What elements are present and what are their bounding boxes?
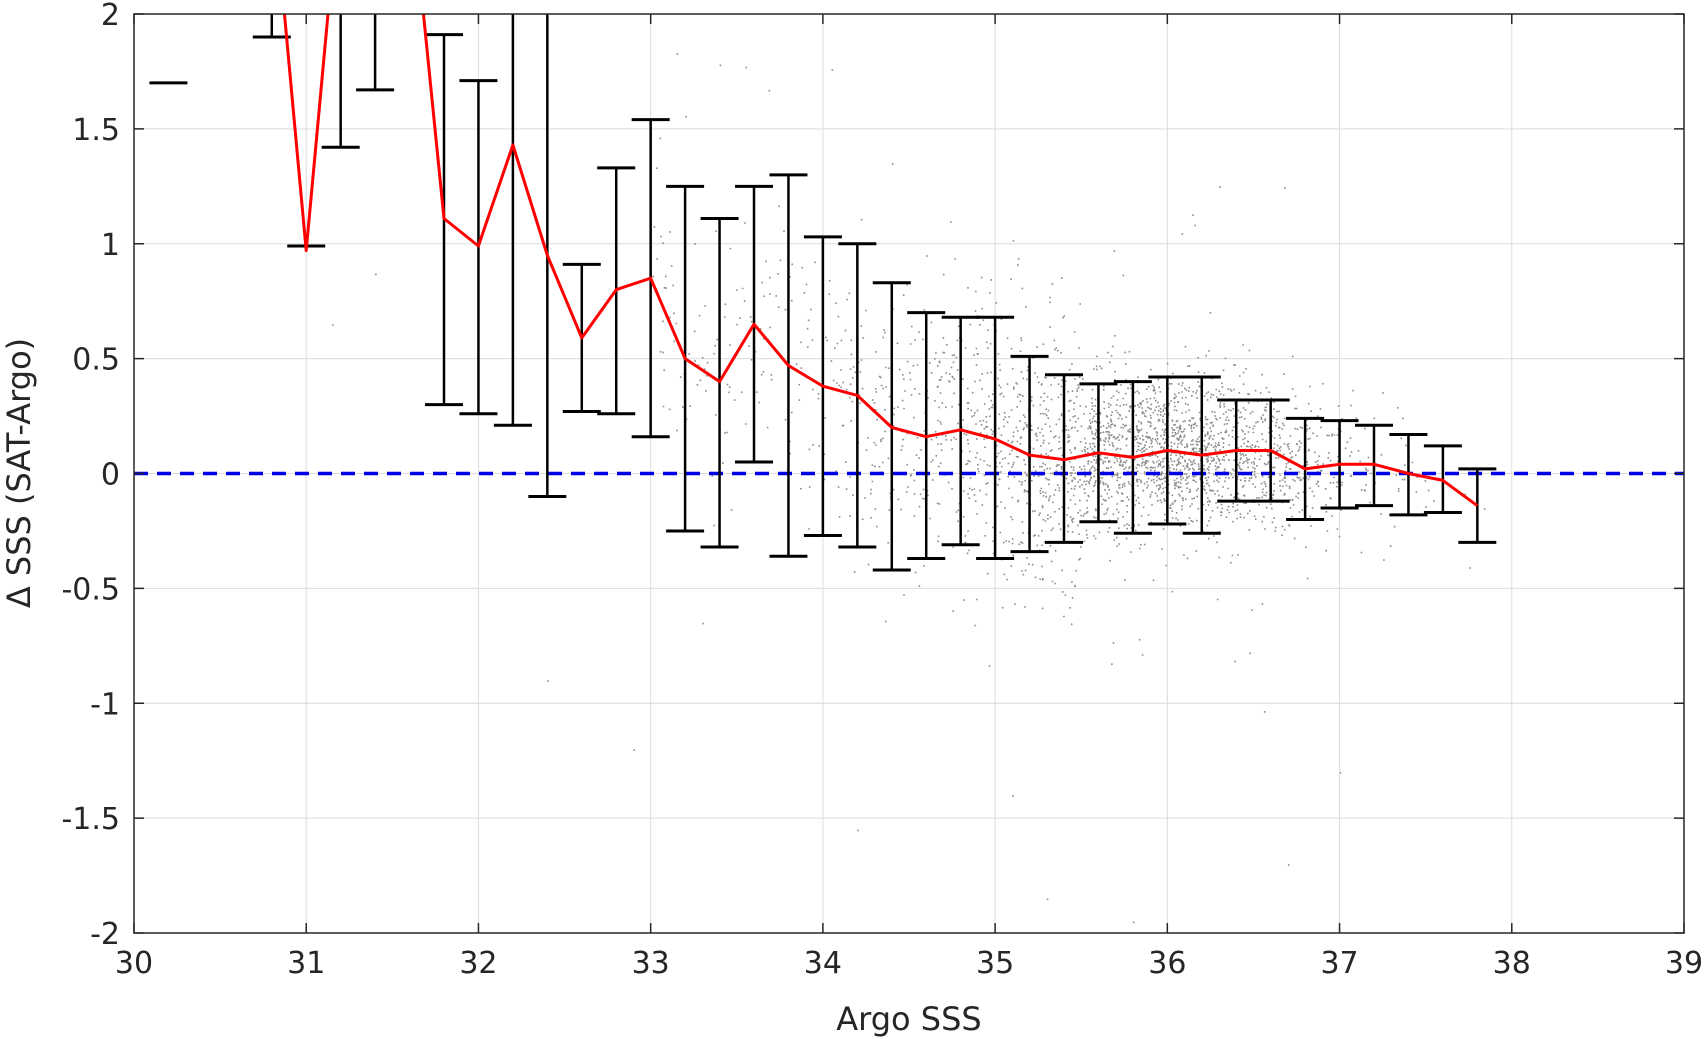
x-tick-label: 34 (804, 946, 842, 981)
x-tick-label: 33 (632, 946, 670, 981)
y-axis-label: Δ SSS (SAT-Argo) (0, 338, 38, 608)
y-tick-label: -2 (90, 917, 120, 952)
x-tick-label: 39 (1665, 946, 1703, 981)
error-bar (252, 14, 291, 39)
x-tick-label: 38 (1493, 946, 1531, 981)
mean-line (282, 14, 1479, 507)
error-bar (356, 14, 395, 92)
y-tick-label: 2 (101, 0, 120, 33)
y-tick-label: 1.5 (72, 113, 120, 148)
binned-mean-line (282, 14, 1479, 507)
error-bar (1458, 467, 1497, 544)
y-tick-label: -0.5 (61, 572, 120, 607)
y-tick-label: 0 (101, 458, 120, 493)
y-tick-label: 0.5 (72, 343, 120, 378)
error-bars (149, 14, 1497, 572)
x-tick-label: 30 (115, 946, 153, 981)
x-tick-label: 32 (459, 946, 497, 981)
y-tick-label: -1.5 (61, 802, 120, 837)
x-tick-label: 36 (1148, 946, 1186, 981)
x-tick-label: 37 (1320, 946, 1358, 981)
error-bar (493, 14, 532, 427)
x-tick-label: 31 (287, 946, 325, 981)
y-tick-label: -1 (90, 687, 120, 722)
y-tick-label: 1 (101, 228, 120, 263)
error-bar (321, 14, 360, 149)
x-tick-label: 35 (976, 946, 1014, 981)
x-axis-label: Argo SSS (836, 1000, 981, 1038)
axis-ticks: 30 31 32 33 34 35 36 37 38 39 -2 -1.5 -1 -0.5 0 0.5 1 1.5… (61, 0, 1703, 981)
